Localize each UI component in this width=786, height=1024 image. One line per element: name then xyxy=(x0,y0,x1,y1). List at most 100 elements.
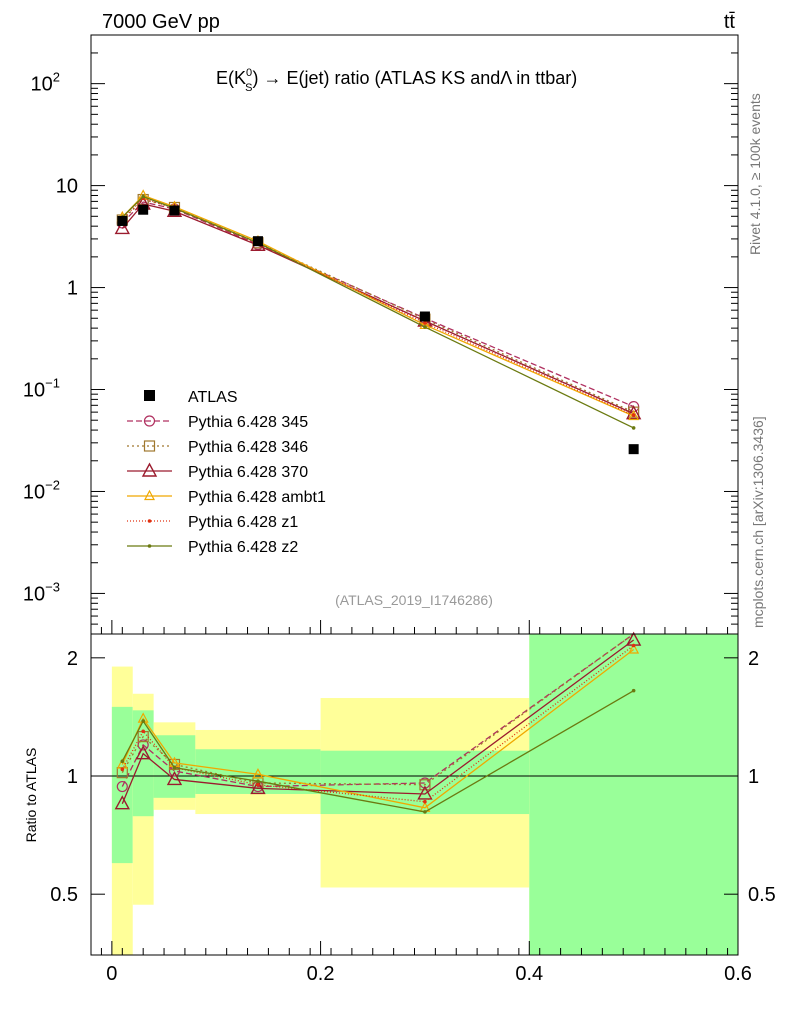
legend-label-z1: Pythia 6.428 z1 xyxy=(188,514,298,531)
point-p370-1 xyxy=(135,745,151,760)
atlas-data-point-3 xyxy=(252,236,263,247)
ratio-xtick-label-0: 0 xyxy=(106,963,117,985)
point-z2-2 xyxy=(172,765,177,770)
legend-label-ambt1: Pythia 6.428 ambt1 xyxy=(188,489,326,506)
point-p370-0 xyxy=(114,795,130,810)
legend-label-p346: Pythia 6.428 346 xyxy=(188,439,308,456)
main-ytick-base-4: 10 xyxy=(56,176,78,198)
ratio-ytick-label-right-0: 0.5 xyxy=(748,884,776,906)
point-z2-4 xyxy=(423,325,427,329)
energy-label: 7000 GeV pp xyxy=(102,11,220,33)
series-line-ambt1 xyxy=(121,194,634,417)
series-line-p370 xyxy=(121,639,635,804)
rivet-version-label: Rivet 4.1.0, ≥ 100k events xyxy=(747,93,763,255)
point-z1-1 xyxy=(141,729,145,734)
main-ytick-base-1: 10 xyxy=(23,481,45,503)
ratio-ytick-label-right-1: 1 xyxy=(748,766,759,788)
point-z2-4 xyxy=(423,810,427,814)
legend-marker-p345 xyxy=(143,415,156,427)
ratio-xtick-label-1: 0.2 xyxy=(307,963,335,985)
main-ytick-exp-5: 2 xyxy=(53,70,60,85)
point-p370-5 xyxy=(625,405,642,420)
legend-marker-p346 xyxy=(143,440,156,452)
point-z1-0 xyxy=(120,767,125,772)
point-p370-0 xyxy=(114,219,130,235)
ratio-plot-series xyxy=(114,631,642,814)
legend-marker-p370 xyxy=(141,462,158,477)
legend-label-p345: Pythia 6.428 345 xyxy=(188,414,308,431)
point-ambt1-3 xyxy=(252,768,264,779)
point-p370-2 xyxy=(166,770,183,786)
main-ytick-label-2: 10−1 xyxy=(23,376,60,402)
ratio-xtick-label-3: 0.6 xyxy=(724,963,752,985)
main-ytick-exp-2: −1 xyxy=(45,376,60,391)
point-p370-4 xyxy=(417,785,433,800)
main-ytick-base-5: 10 xyxy=(31,74,53,96)
inner-band-0 xyxy=(111,706,133,864)
process-label: tt̄ xyxy=(724,11,736,33)
legend-marker-z2 xyxy=(147,544,152,548)
ratio-ytick-label-0: 0.5 xyxy=(50,884,78,906)
uncertainty-bands xyxy=(111,634,738,955)
atlas-data-point-2 xyxy=(169,205,180,216)
point-z2-1 xyxy=(141,719,145,723)
ratio-ytick-label-2: 2 xyxy=(67,648,78,670)
atlas-data-point-4 xyxy=(419,311,430,322)
main-ytick-base-3: 1 xyxy=(67,278,78,300)
inner-band-5 xyxy=(529,634,738,955)
main-ytick-label-0: 10−3 xyxy=(23,579,60,605)
series-line-p345 xyxy=(121,201,634,408)
legend-label-z2: Pythia 6.428 z2 xyxy=(188,539,298,556)
main-ytick-base-2: 10 xyxy=(23,380,45,402)
point-z1-5 xyxy=(631,643,636,648)
atlas-data-point-1 xyxy=(138,204,149,215)
point-z2-5 xyxy=(631,688,636,693)
series-line-z2 xyxy=(121,690,634,813)
atlas-data-point-5 xyxy=(628,444,639,455)
main-ytick-exp-0: −3 xyxy=(45,579,60,594)
source-label: mcplots.cern.ch [arXiv:1306.3436] xyxy=(750,416,766,628)
main-ytick-exp-1: −2 xyxy=(45,477,60,492)
legend-marker-ambt1 xyxy=(144,489,155,501)
point-z2-3 xyxy=(256,779,260,784)
series-line-z1 xyxy=(121,197,634,416)
point-ambt1-5 xyxy=(628,409,640,421)
main-ytick-label-1: 10−2 xyxy=(23,477,60,503)
point-z2-0 xyxy=(120,759,125,764)
legend-label-p370: Pythia 6.428 370 xyxy=(188,464,308,481)
main-ytick-label-3: 1 xyxy=(67,278,78,300)
plot-title: E(K0 S) → E(jet) ratio (ATLAS KS andΛ in … xyxy=(216,67,577,94)
ratio-xtick-label-2: 0.4 xyxy=(515,963,543,985)
series-line-ambt1 xyxy=(121,648,635,809)
ratio-y-axis-label: Ratio to ATLAS xyxy=(23,748,39,843)
main-ytick-label-5: 102 xyxy=(31,70,60,96)
point-z2-5 xyxy=(631,426,636,430)
inner-band-4 xyxy=(320,750,530,815)
ratio-ytick-label-right-2: 2 xyxy=(748,648,759,670)
legend: ATLAS Pythia 6.428 345 Pythia 6.428 346 Pyt… xyxy=(127,389,326,556)
point-z1-3 xyxy=(256,782,260,787)
series-line-z1 xyxy=(121,644,635,803)
analysis-label: (ATLAS_2019_I1746286) xyxy=(335,592,493,608)
point-z1-5 xyxy=(631,413,636,417)
main-plot-series xyxy=(114,189,642,455)
ratio-ytick-label-1: 1 xyxy=(67,766,78,788)
inner-band-3 xyxy=(195,749,321,794)
point-p345-0 xyxy=(116,780,128,793)
point-p370-3 xyxy=(250,779,266,795)
atlas-data-point-0 xyxy=(117,215,128,226)
point-z2-1 xyxy=(141,194,145,199)
point-p346-4 xyxy=(419,779,431,791)
inner-band-1 xyxy=(132,710,154,817)
legend-marker-atlas xyxy=(144,390,155,401)
point-z1-4 xyxy=(423,321,427,325)
legend-marker-z1 xyxy=(147,519,152,523)
point-ambt1-5 xyxy=(628,643,640,654)
main-ytick-label-4: 10 xyxy=(56,176,78,198)
point-z1-4 xyxy=(423,799,427,804)
series-line-p346 xyxy=(121,633,635,786)
main-ytick-base-0: 10 xyxy=(23,583,45,605)
legend-label-atlas: ATLAS xyxy=(188,389,238,406)
